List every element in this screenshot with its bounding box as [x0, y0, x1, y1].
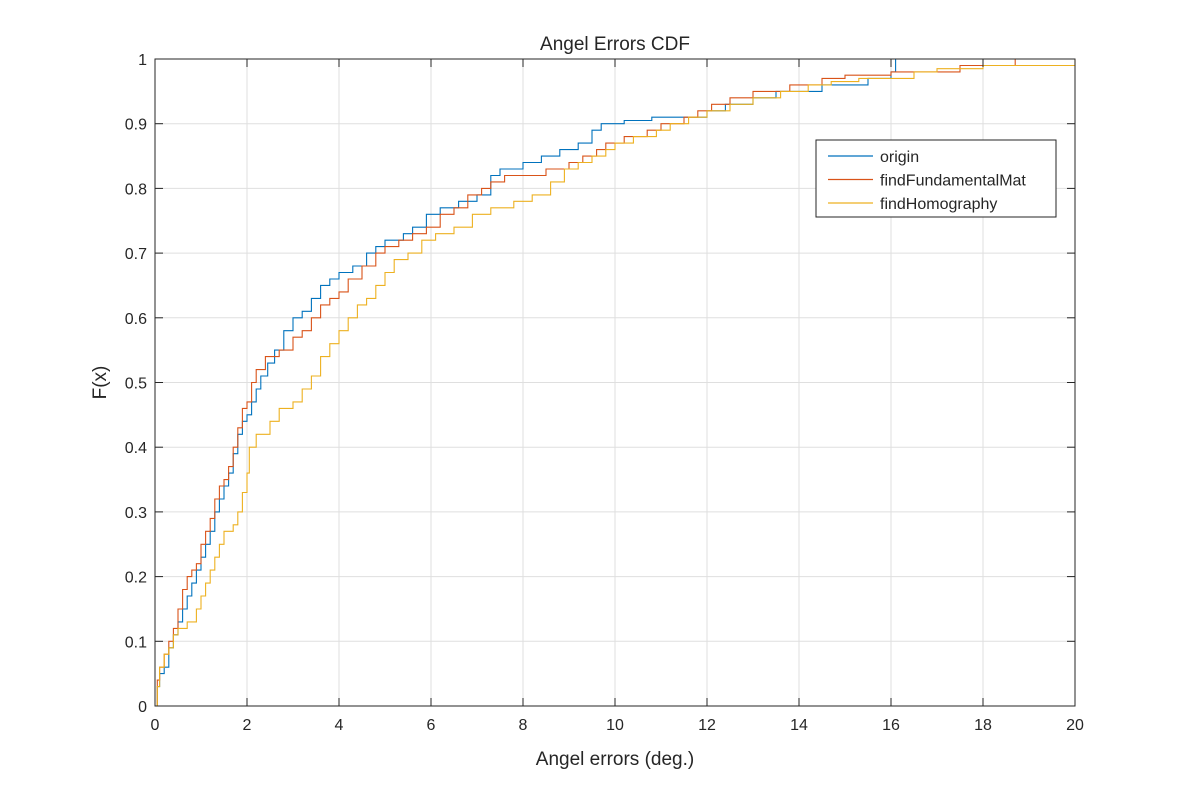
y-tick-label: 0.6 — [125, 311, 147, 328]
x-tick-label: 8 — [519, 717, 528, 734]
y-tick-label: 0.7 — [125, 246, 147, 263]
x-tick-label: 18 — [974, 717, 992, 734]
x-tick-label: 2 — [243, 717, 252, 734]
y-tick-label: 0.2 — [125, 570, 147, 587]
y-tick-label: 0.8 — [125, 181, 147, 198]
y-tick-label: 0.9 — [125, 117, 147, 134]
y-axis-ticks: 0 0.1 0.2 0.3 0.4 0.5 0.6 0.7 0.8 0.9 1 — [125, 52, 1075, 716]
x-axis-label: Angel errors (deg.) — [536, 749, 694, 770]
legend: origin findFundamentalMat findHomography — [815, 139, 1057, 218]
legend-label: findFundamentalMat — [880, 173, 1026, 190]
y-tick-label: 0.1 — [125, 634, 147, 651]
x-tick-label: 10 — [606, 717, 624, 734]
y-tick-label: 0.3 — [125, 505, 147, 522]
y-tick-label: 0.4 — [125, 440, 147, 457]
x-tick-label: 12 — [698, 717, 716, 734]
x-axis-ticks: 0 2 4 6 8 10 12 14 16 18 20 — [151, 59, 1084, 734]
x-tick-label: 20 — [1066, 717, 1084, 734]
series-line-0 — [155, 58, 983, 707]
y-tick-label: 0.5 — [125, 376, 147, 393]
legend-label: origin — [880, 149, 919, 166]
legend-label: findHomography — [880, 196, 997, 213]
x-tick-label: 14 — [790, 717, 808, 734]
series-line-2 — [155, 59, 1076, 707]
x-tick-label: 6 — [427, 717, 436, 734]
y-tick-label: 0 — [138, 699, 147, 716]
x-tick-label: 4 — [335, 717, 344, 734]
series-lines — [155, 58, 1076, 707]
series-line-1 — [155, 58, 1029, 707]
y-axis-label: F(x) — [90, 366, 111, 400]
y-tick-label: 1 — [138, 52, 147, 69]
x-tick-label: 0 — [151, 717, 160, 734]
x-tick-label: 16 — [882, 717, 900, 734]
chart-title: Angel Errors CDF — [540, 34, 690, 55]
legend-box — [815, 139, 1057, 218]
